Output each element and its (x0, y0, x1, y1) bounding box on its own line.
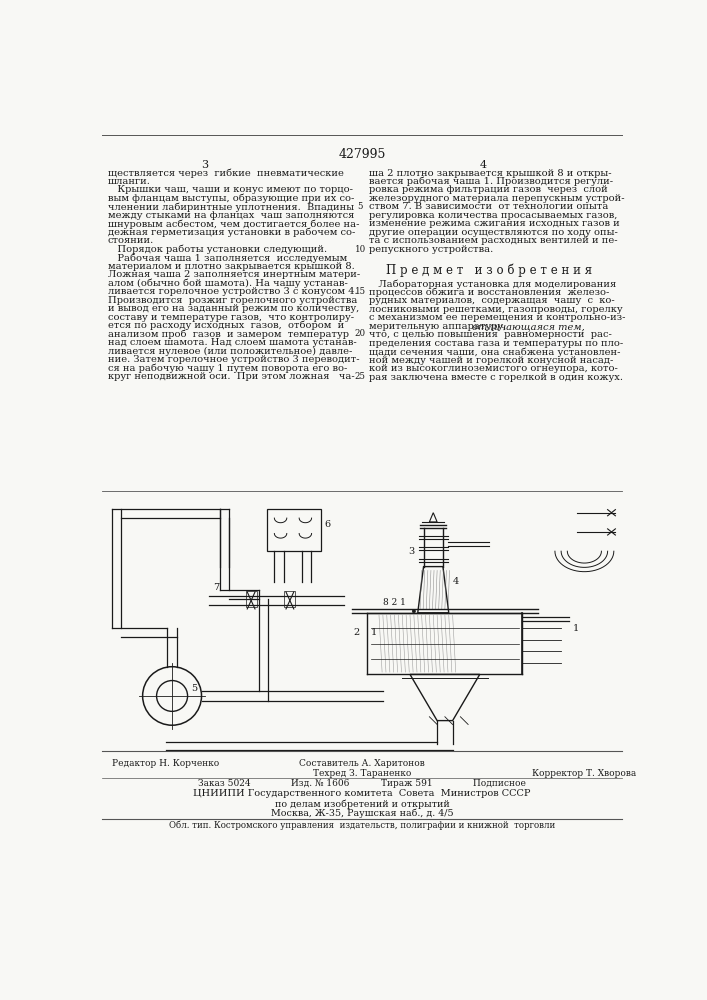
Text: материалом и плотно закрывается крышкой 8.: материалом и плотно закрывается крышкой … (107, 262, 354, 271)
Text: отличающаяся тем,: отличающаяся тем, (472, 322, 585, 331)
Text: ша 2 плотно закрывается крышкой 8 и откры-: ша 2 плотно закрывается крышкой 8 и откр… (369, 169, 612, 178)
Text: Заказ 5024              Изд. № 1606           Тираж 591              Подписное: Заказ 5024 Изд. № 1606 Тираж 591 Подписн… (198, 779, 526, 788)
Text: регулировка количества просасываемых газов,: регулировка количества просасываемых газ… (369, 211, 617, 220)
Bar (284, 591, 296, 607)
Text: вым фланцам выступы, образующие при их со-: вым фланцам выступы, образующие при их с… (107, 194, 354, 203)
Text: Крышки чаш, чаши и конус имеют по торцо-: Крышки чаш, чаши и конус имеют по торцо- (107, 185, 353, 194)
Text: процессов обжига и восстановления  железо-: процессов обжига и восстановления железо… (369, 288, 609, 297)
Text: 4: 4 (452, 578, 459, 586)
Text: 5: 5 (358, 202, 363, 211)
Text: круг неподвижной оси.  При этом ложная   ча-: круг неподвижной оси. При этом ложная ча… (107, 372, 354, 381)
Text: между стыками на фланцах  чаш заполняются: между стыками на фланцах чаш заполняются (107, 211, 354, 220)
Text: Москва, Ж-35, Раушская наб., д. 4/5: Москва, Ж-35, Раушская наб., д. 4/5 (271, 808, 453, 818)
Text: 2: 2 (354, 628, 360, 637)
Text: 20: 20 (355, 329, 366, 338)
Text: 3: 3 (408, 547, 414, 556)
Text: репускного устройства.: репускного устройства. (369, 245, 493, 254)
Text: шланги.: шланги. (107, 177, 151, 186)
Text: ливается нулевое (или положительное) давле-: ливается нулевое (или положительное) дав… (107, 346, 352, 356)
Text: Рабочая чаша 1 заполняется  исследуемым: Рабочая чаша 1 заполняется исследуемым (107, 253, 347, 263)
Text: 10: 10 (355, 245, 366, 254)
Text: ЦНИИПИ Государственного комитета  Совета  Министров СССР: ЦНИИПИ Государственного комитета Совета … (193, 789, 531, 798)
Text: по делам изобретений и открытий: по делам изобретений и открытий (274, 799, 450, 809)
Text: 6: 6 (325, 520, 331, 529)
Text: ется по расходу исходных  газов,  отбором  и: ется по расходу исходных газов, отбором … (107, 321, 344, 330)
Text: лосниковыми решетками, газопроводы, горелку: лосниковыми решетками, газопроводы, горе… (369, 305, 623, 314)
Bar (246, 591, 257, 607)
Bar (267, 509, 321, 551)
Text: Техред З. Тараненко: Техред З. Тараненко (312, 769, 411, 778)
Text: с механизмом ее перемещения и контрольно-из-: с механизмом ее перемещения и контрольно… (369, 313, 626, 322)
Text: железорудного материала перепускным устрой-: железорудного материала перепускным устр… (369, 194, 624, 203)
Text: стоянии.: стоянии. (107, 236, 154, 245)
Text: 7: 7 (213, 583, 219, 592)
Text: 427995: 427995 (338, 148, 385, 161)
Text: рудных материалов,  содержащая  чашу  с  ко-: рудных материалов, содержащая чашу с ко- (369, 296, 614, 305)
Text: анализом проб  газов  и замером  температур: анализом проб газов и замером температур (107, 329, 349, 339)
Text: ние. Затем горелочное устройство 3 переводит-: ние. Затем горелочное устройство 3 перев… (107, 355, 359, 364)
Text: П р е д м е т   и з о б р е т е н и я: П р е д м е т и з о б р е т е н и я (386, 264, 592, 277)
Text: та с использованием расходных вентилей и пе-: та с использованием расходных вентилей и… (369, 236, 617, 245)
Text: Ложная чаша 2 заполняется инертным матери-: Ложная чаша 2 заполняется инертным матер… (107, 270, 360, 279)
Text: Корректор Т. Хворова: Корректор Т. Хворова (532, 769, 636, 778)
Text: дежная герметизация установки в рабочем со-: дежная герметизация установки в рабочем … (107, 228, 355, 237)
Circle shape (412, 610, 416, 613)
Text: Редактор Н. Корченко: Редактор Н. Корченко (112, 759, 219, 768)
Text: 1: 1 (573, 624, 579, 633)
Text: Лабораторная установка для моделирования: Лабораторная установка для моделирования (369, 279, 617, 289)
Text: и вывод его на заданный режим по количеству,: и вывод его на заданный режим по количес… (107, 304, 359, 313)
Text: членении лабиринтные уплотнения.  Впадины: членении лабиринтные уплотнения. Впадины (107, 202, 354, 212)
Text: алом (обычно бой шамота). На чашу устанав-: алом (обычно бой шамота). На чашу устана… (107, 279, 348, 288)
Text: 3: 3 (201, 160, 208, 170)
Text: изменение режима сжигания исходных газов и: изменение режима сжигания исходных газов… (369, 219, 619, 228)
Text: другие операции осуществляются по ходу опы-: другие операции осуществляются по ходу о… (369, 228, 618, 237)
Text: шнуровым асбестом, чем достигается более на-: шнуровым асбестом, чем достигается более… (107, 219, 359, 229)
Text: кой из высокоглиноземистого огнеупора, кото-: кой из высокоглиноземистого огнеупора, к… (369, 364, 618, 373)
Text: 5: 5 (192, 684, 197, 693)
Text: 4: 4 (480, 160, 487, 170)
Text: Составитель А. Харитонов: Составитель А. Харитонов (299, 759, 425, 768)
Text: над слоем шамота. Над слоем шамота устанав-: над слоем шамота. Над слоем шамота устан… (107, 338, 356, 347)
Text: 8 2 1: 8 2 1 (383, 598, 406, 607)
Text: рая заключена вместе с горелкой в один кожух.: рая заключена вместе с горелкой в один к… (369, 373, 623, 382)
Text: ной между чашей и горелкой конусной насад-: ной между чашей и горелкой конусной наса… (369, 356, 613, 365)
Text: ством 7. В зависимости  от технологии опыта: ством 7. В зависимости от технологии опы… (369, 202, 608, 211)
Text: составу и температуре газов,  что контролиру-: составу и температуре газов, что контрол… (107, 312, 354, 322)
Text: мерительную аппаратуру,: мерительную аппаратуру, (369, 322, 509, 331)
Text: ществляется через  гибкие  пневматические: ществляется через гибкие пневматические (107, 169, 344, 178)
Text: ливается горелочное устройство 3 с конусом 4.: ливается горелочное устройство 3 с конус… (107, 287, 357, 296)
Text: 25: 25 (355, 372, 366, 381)
Text: вается рабочая чаша 1. Производится регули-: вается рабочая чаша 1. Производится регу… (369, 177, 613, 186)
Text: Производится  розжиг горелочного устройства: Производится розжиг горелочного устройст… (107, 296, 357, 305)
Text: пределения состава газа и температуры по пло-: пределения состава газа и температуры по… (369, 339, 623, 348)
Text: Обл. тип. Костромского управления  издательств, полиграфии и книжной  торговли: Обл. тип. Костромского управления издате… (169, 821, 555, 830)
Text: щади сечения чаши, она снабжена установлен-: щади сечения чаши, она снабжена установл… (369, 347, 621, 357)
Text: что, с целью повышения  равномерности  рас-: что, с целью повышения равномерности рас… (369, 330, 612, 339)
Text: ровка режима фильтрации газов  через  слой: ровка режима фильтрации газов через слой (369, 185, 608, 194)
Text: Порядок работы установки следующий.: Порядок работы установки следующий. (107, 245, 327, 254)
Text: ся на рабочую чашу 1 путем поворота его во-: ся на рабочую чашу 1 путем поворота его … (107, 363, 347, 373)
Text: 15: 15 (355, 287, 366, 296)
Text: 1: 1 (371, 628, 378, 637)
